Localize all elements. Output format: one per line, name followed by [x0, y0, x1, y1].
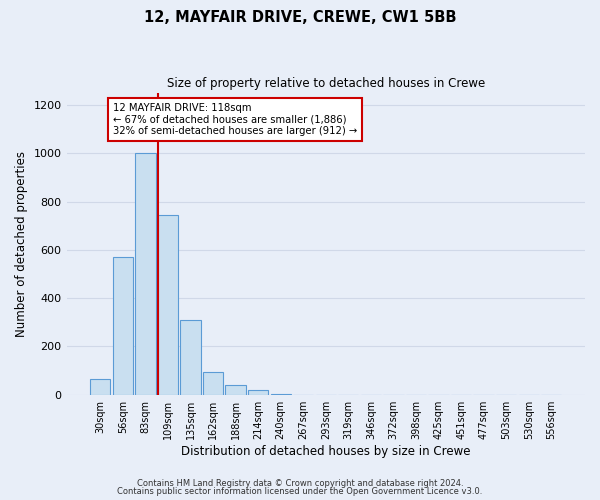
- Y-axis label: Number of detached properties: Number of detached properties: [15, 151, 28, 337]
- Bar: [113, 257, 133, 394]
- Text: Contains HM Land Registry data © Crown copyright and database right 2024.: Contains HM Land Registry data © Crown c…: [137, 478, 463, 488]
- Bar: [248, 390, 268, 394]
- Bar: [90, 379, 110, 394]
- Bar: [181, 320, 200, 394]
- Text: 12 MAYFAIR DRIVE: 118sqm
← 67% of detached houses are smaller (1,886)
32% of sem: 12 MAYFAIR DRIVE: 118sqm ← 67% of detach…: [113, 102, 357, 136]
- Text: 12, MAYFAIR DRIVE, CREWE, CW1 5BB: 12, MAYFAIR DRIVE, CREWE, CW1 5BB: [144, 10, 456, 25]
- Title: Size of property relative to detached houses in Crewe: Size of property relative to detached ho…: [167, 78, 485, 90]
- Bar: [226, 385, 246, 394]
- Bar: [203, 372, 223, 394]
- Bar: [135, 154, 155, 394]
- Bar: [158, 215, 178, 394]
- Text: Contains public sector information licensed under the Open Government Licence v3: Contains public sector information licen…: [118, 487, 482, 496]
- X-axis label: Distribution of detached houses by size in Crewe: Distribution of detached houses by size …: [181, 444, 470, 458]
